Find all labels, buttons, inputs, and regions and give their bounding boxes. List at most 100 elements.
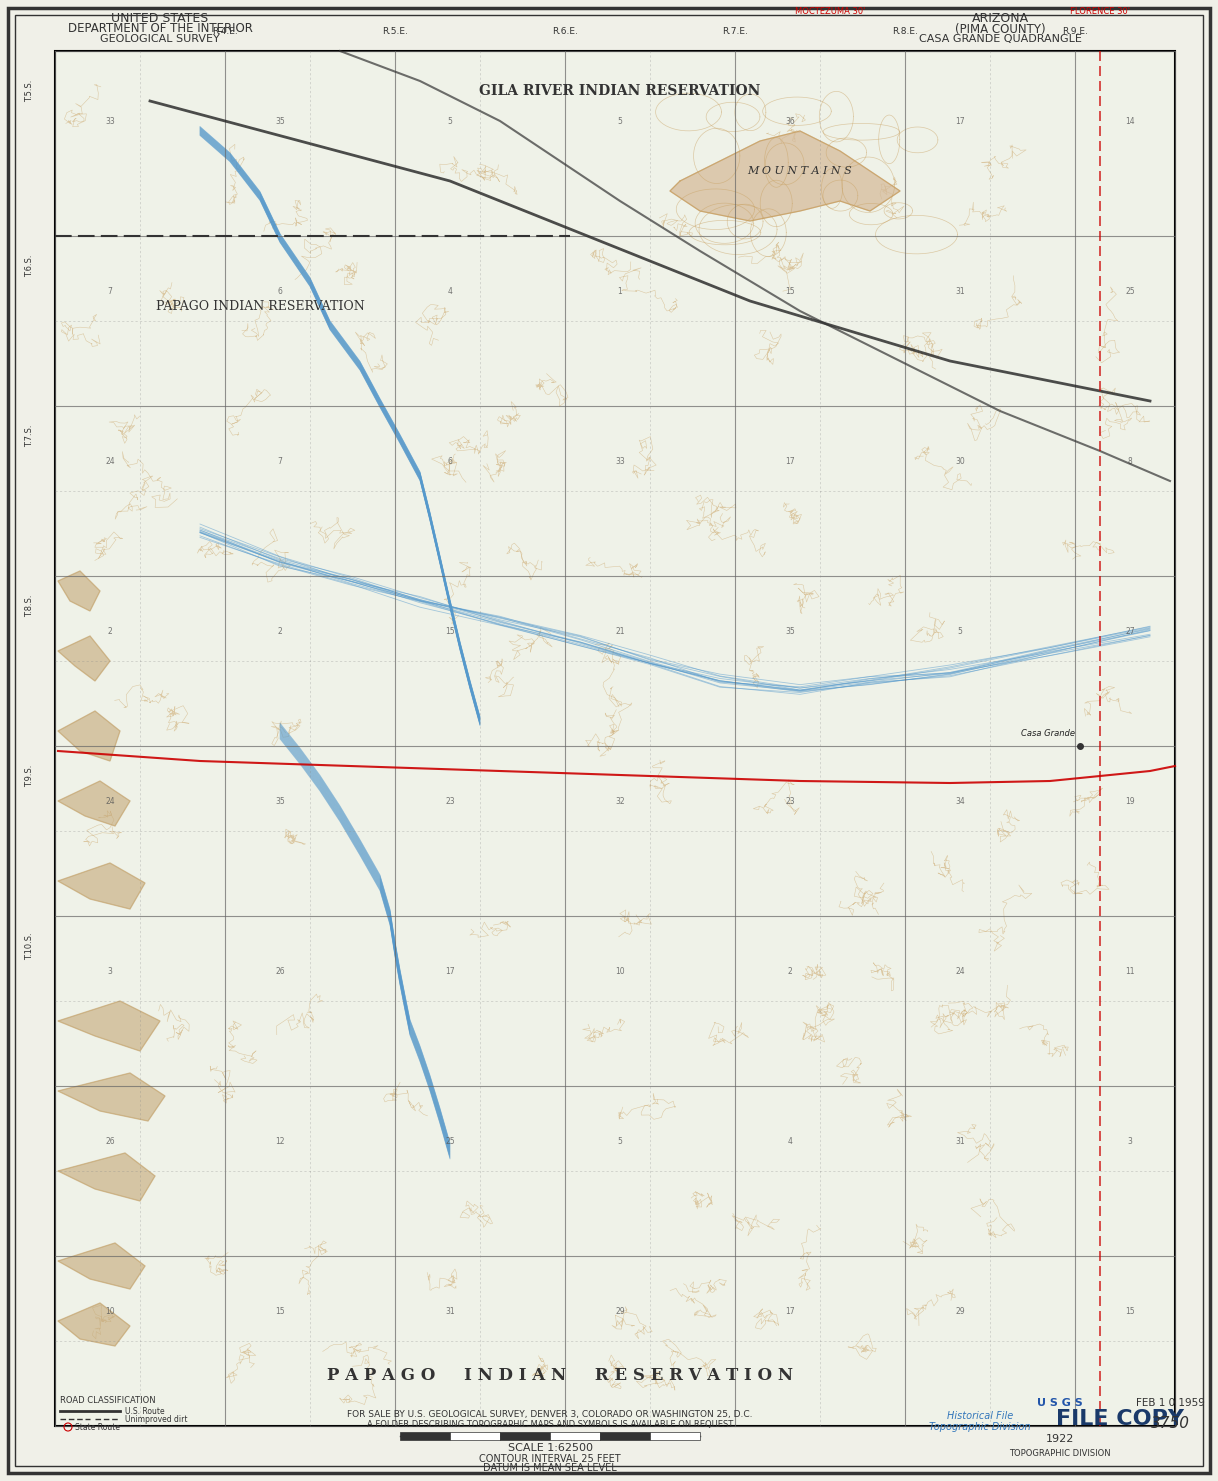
Text: T.6.S.: T.6.S.: [26, 255, 34, 277]
Text: 17: 17: [446, 967, 454, 976]
Text: 33: 33: [615, 456, 625, 465]
Text: 11: 11: [1125, 967, 1135, 976]
Text: 15: 15: [1125, 1306, 1135, 1315]
Text: 19: 19: [1125, 797, 1135, 806]
Text: 21: 21: [615, 626, 625, 635]
Text: ROAD CLASSIFICATION: ROAD CLASSIFICATION: [60, 1397, 156, 1405]
Bar: [551, 1432, 600, 1440]
Text: 30: 30: [955, 456, 965, 465]
Text: 5: 5: [618, 117, 622, 126]
Text: 2: 2: [788, 967, 793, 976]
Text: 4: 4: [788, 1136, 793, 1145]
Text: 10: 10: [105, 1306, 114, 1315]
Text: U S G S: U S G S: [1037, 1398, 1083, 1408]
Text: 32: 32: [615, 797, 625, 806]
Polygon shape: [58, 780, 130, 826]
Polygon shape: [58, 711, 121, 761]
Text: T.7.S.: T.7.S.: [26, 425, 34, 447]
Text: 23: 23: [786, 797, 795, 806]
Text: R.6.E.: R.6.E.: [552, 27, 577, 36]
Text: 7: 7: [278, 456, 283, 465]
Text: 15: 15: [275, 1306, 285, 1315]
Bar: [600, 1432, 650, 1440]
Polygon shape: [58, 1303, 130, 1346]
Text: 31: 31: [955, 1136, 965, 1145]
Text: 24: 24: [105, 797, 114, 806]
Text: DATUM IS MEAN SEA LEVEL: DATUM IS MEAN SEA LEVEL: [484, 1463, 616, 1474]
Text: DEPARTMENT OF THE INTERIOR: DEPARTMENT OF THE INTERIOR: [67, 22, 252, 36]
Text: 17: 17: [955, 117, 965, 126]
Text: 1: 1: [618, 286, 622, 296]
Text: (PIMA COUNTY): (PIMA COUNTY): [955, 22, 1045, 36]
Text: 3750: 3750: [1151, 1416, 1190, 1431]
Text: R.7.E.: R.7.E.: [722, 27, 748, 36]
Text: 2: 2: [107, 626, 112, 635]
Text: 24: 24: [105, 456, 114, 465]
Text: 35: 35: [786, 626, 795, 635]
Text: CONTOUR INTERVAL 25 FEET: CONTOUR INTERVAL 25 FEET: [479, 1454, 621, 1465]
Text: TOPOGRAPHIC DIVISION: TOPOGRAPHIC DIVISION: [1010, 1448, 1111, 1457]
Text: M O U N T A I N S: M O U N T A I N S: [748, 166, 853, 176]
Text: 6: 6: [278, 286, 283, 296]
Text: 35: 35: [275, 797, 285, 806]
Polygon shape: [58, 1154, 155, 1201]
Text: 1922: 1922: [1046, 1434, 1074, 1444]
Text: FEB 1 0 1959: FEB 1 0 1959: [1135, 1398, 1205, 1408]
Text: 35: 35: [275, 117, 285, 126]
Text: 2: 2: [278, 626, 283, 635]
Text: T.5.S.: T.5.S.: [26, 80, 34, 102]
Text: T.8.S.: T.8.S.: [26, 595, 34, 618]
Text: 31: 31: [446, 1306, 454, 1315]
Text: FLORENCE 30': FLORENCE 30': [1069, 6, 1130, 15]
Text: FOR SALE BY U.S. GEOLOGICAL SURVEY, DENVER 3, COLORADO OR WASHINGTON 25, D.C.: FOR SALE BY U.S. GEOLOGICAL SURVEY, DENV…: [347, 1410, 753, 1419]
Bar: [501, 1432, 551, 1440]
Text: U.S. Route: U.S. Route: [125, 1407, 164, 1416]
Text: Unimproved dirt: Unimproved dirt: [125, 1414, 188, 1423]
Text: 24: 24: [955, 967, 965, 976]
Text: 7: 7: [107, 286, 112, 296]
Text: R.9.E.: R.9.E.: [1062, 27, 1088, 36]
Text: 17: 17: [786, 1306, 795, 1315]
Polygon shape: [58, 863, 145, 909]
Text: A FOLDER DESCRIBING TOPOGRAPHIC MAPS AND SYMBOLS IS AVAILABLE ON REQUEST: A FOLDER DESCRIBING TOPOGRAPHIC MAPS AND…: [367, 1419, 733, 1429]
Text: 36: 36: [786, 117, 795, 126]
Polygon shape: [58, 572, 100, 612]
Text: R.5.E.: R.5.E.: [382, 27, 408, 36]
Text: CASA GRANDE QUADRANGLE: CASA GRANDE QUADRANGLE: [918, 34, 1082, 44]
Text: 6: 6: [447, 456, 452, 465]
Text: Historical File: Historical File: [946, 1411, 1013, 1420]
Text: FILE COPY: FILE COPY: [1056, 1408, 1184, 1429]
Text: 26: 26: [275, 967, 285, 976]
Text: 29: 29: [615, 1306, 625, 1315]
Text: T.9.S.: T.9.S.: [26, 764, 34, 788]
Text: R.8.E.: R.8.E.: [892, 27, 918, 36]
Text: P A P A G O     I N D I A N     R E S E R V A T I O N: P A P A G O I N D I A N R E S E R V A T …: [326, 1367, 793, 1385]
Polygon shape: [58, 1243, 145, 1288]
Text: 31: 31: [955, 286, 965, 296]
Bar: [400, 1432, 449, 1440]
Text: 3: 3: [1128, 1136, 1133, 1145]
Polygon shape: [58, 1074, 164, 1121]
Text: 25: 25: [446, 1136, 454, 1145]
Text: 15: 15: [786, 286, 795, 296]
Text: 17: 17: [786, 456, 795, 465]
Text: State Route: State Route: [76, 1422, 121, 1432]
Text: GEOLOGICAL SURVEY: GEOLOGICAL SURVEY: [100, 34, 220, 44]
Text: 10: 10: [615, 967, 625, 976]
Text: 12: 12: [275, 1136, 285, 1145]
Text: 5: 5: [957, 626, 962, 635]
Text: Topographic Division: Topographic Division: [929, 1422, 1030, 1432]
Text: 25: 25: [1125, 286, 1135, 296]
Text: 26: 26: [105, 1136, 114, 1145]
Text: 14: 14: [1125, 117, 1135, 126]
Text: GILA RIVER INDIAN RESERVATION: GILA RIVER INDIAN RESERVATION: [480, 84, 761, 98]
Text: SCALE 1:62500: SCALE 1:62500: [508, 1442, 592, 1453]
Text: PAPAGO INDIAN RESERVATION: PAPAGO INDIAN RESERVATION: [156, 299, 364, 312]
Text: 29: 29: [955, 1306, 965, 1315]
Text: Casa Grande: Casa Grande: [1021, 729, 1075, 738]
Text: 23: 23: [446, 797, 454, 806]
Text: 33: 33: [105, 117, 114, 126]
Text: 15: 15: [446, 626, 454, 635]
Text: 5: 5: [447, 117, 452, 126]
Polygon shape: [58, 1001, 160, 1052]
